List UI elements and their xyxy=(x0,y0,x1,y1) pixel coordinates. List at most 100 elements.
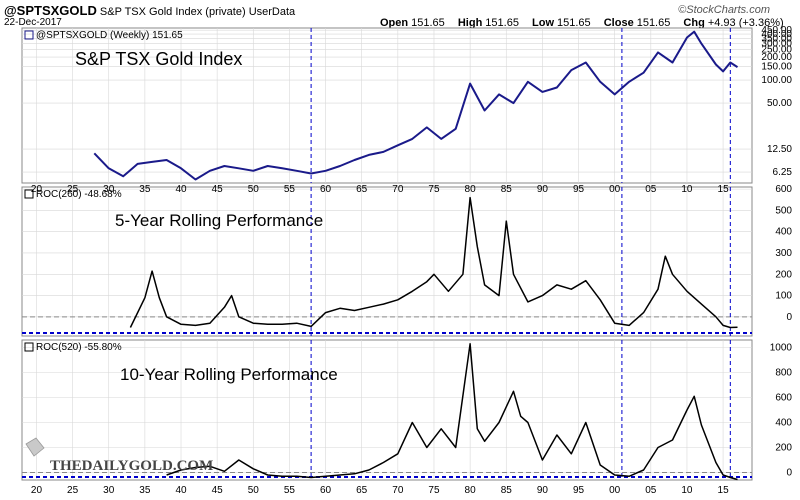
high-label: High xyxy=(457,17,483,29)
x-tick-label: 25 xyxy=(67,485,79,496)
x-tick-label: 35 xyxy=(139,184,151,195)
x-tick-label: 00 xyxy=(609,184,621,195)
x-tick-label: 30 xyxy=(103,184,115,195)
price-panel-frame xyxy=(21,27,753,184)
x-tick-label: 40 xyxy=(175,485,187,496)
x-tick-label: 10 xyxy=(681,184,693,195)
header-title: @SPTSXGOLD S&P TSX Gold Index (private) … xyxy=(4,3,295,18)
roc260-ytick-label: 500 xyxy=(775,205,792,216)
x-tick-label: 60 xyxy=(320,184,332,195)
roc520-ytick-label: 200 xyxy=(775,443,792,454)
roc260-ytick-label: 600 xyxy=(775,184,792,195)
x-tick-label: 15 xyxy=(718,485,730,496)
source: UserData xyxy=(248,6,296,18)
chg-label: Chg xyxy=(683,17,705,29)
roc260-ytick-label: 200 xyxy=(775,269,792,280)
roc260-legend-label: ROC(260) -48.68% xyxy=(36,189,122,200)
x-tick-label: 35 xyxy=(139,485,151,496)
high-value: 151.65 xyxy=(485,17,519,29)
x-tick-label: 95 xyxy=(573,184,585,195)
price-ytick-label: 6.25 xyxy=(773,167,793,178)
price-ytick-label: 400.00 xyxy=(761,29,792,40)
x-tick-label: 80 xyxy=(465,485,477,496)
ohlc-readout: Open 151.65 High 151.65 Low 151.65 Close 151… xyxy=(370,17,784,29)
price-ytick-label: 12.50 xyxy=(767,144,792,155)
gold-bar-icon xyxy=(25,437,45,457)
x-tick-label: 70 xyxy=(392,184,404,195)
brand: ©StockCharts.com xyxy=(678,4,770,16)
x-tick-label: 95 xyxy=(573,485,585,496)
roc520-series-line xyxy=(166,343,738,481)
x-tick-label: 30 xyxy=(103,485,115,496)
x-tick-label: 75 xyxy=(428,485,440,496)
roc520-ytick-label: 1000 xyxy=(770,343,793,354)
price-ytick-label: 50.00 xyxy=(767,98,792,109)
price-ytick-label: 450.00 xyxy=(761,25,792,36)
x-tick-label: 20 xyxy=(31,184,43,195)
x-tick-label: 90 xyxy=(537,485,549,496)
x-tick-label: 80 xyxy=(465,184,477,195)
roc520-ytick-label: 600 xyxy=(775,393,792,404)
roc260-ytick-label: 0 xyxy=(786,312,792,323)
x-tick-label: 50 xyxy=(248,485,260,496)
roc260-title: 5-Year Rolling Performance xyxy=(115,211,323,230)
open-value: 151.65 xyxy=(411,17,445,29)
x-tick-label: 20 xyxy=(31,485,43,496)
x-tick-label: 65 xyxy=(356,485,368,496)
symbol: @SPTSXGOLD xyxy=(4,3,97,18)
watermark-logo: THEDAILYGOLD.COM xyxy=(25,437,213,474)
price-ytick-label: 150.00 xyxy=(761,62,792,73)
watermark-text: THEDAILYGOLD.COM xyxy=(50,458,213,474)
open-label: Open xyxy=(380,17,409,29)
x-tick-label: 15 xyxy=(718,184,730,195)
chg-value: +4.93 (+3.36%) xyxy=(707,17,784,29)
price-legend-label: @SPTSXGOLD (Weekly) 151.65 xyxy=(36,30,183,41)
roc520-title: 10-Year Rolling Performance xyxy=(120,365,338,384)
x-tick-label: 60 xyxy=(320,485,332,496)
close-value: 151.65 xyxy=(636,17,671,29)
x-tick-label: 65 xyxy=(356,184,368,195)
x-tick-label: 45 xyxy=(212,485,224,496)
price-legend-swatch xyxy=(24,30,34,40)
roc260-ytick-label: 300 xyxy=(775,248,792,259)
low-value: 151.65 xyxy=(557,17,591,29)
x-tick-label: 00 xyxy=(609,485,621,496)
roc260-ytick-label: 100 xyxy=(775,291,792,302)
x-tick-label: 05 xyxy=(645,485,657,496)
close-label: Close xyxy=(603,17,634,29)
roc260-series-line xyxy=(129,196,738,329)
roc260-ytick-label: 400 xyxy=(775,227,792,238)
roc260-legend-swatch xyxy=(24,189,34,199)
description: S&P TSX Gold Index (private) xyxy=(99,6,246,18)
roc520-legend-label: ROC(520) -55.80% xyxy=(36,342,122,353)
x-tick-label: 10 xyxy=(681,485,693,496)
x-tick-label: 70 xyxy=(392,485,404,496)
roc520-ytick-label: 400 xyxy=(775,418,792,429)
roc520-ytick-label: 800 xyxy=(775,368,792,379)
price-title: S&P TSX Gold Index xyxy=(75,49,242,69)
price-ytick-label: 250.00 xyxy=(761,45,792,56)
roc520-panel-frame xyxy=(21,339,753,481)
x-tick-label: 45 xyxy=(212,184,224,195)
x-tick-label: 90 xyxy=(537,184,549,195)
x-tick-label: 85 xyxy=(501,485,513,496)
price-ytick-label: 350.00 xyxy=(761,33,792,44)
x-tick-label: 55 xyxy=(284,485,296,496)
roc260-panel-frame xyxy=(21,186,753,337)
x-tick-label: 55 xyxy=(284,184,296,195)
x-tick-label: 05 xyxy=(645,184,657,195)
low-label: Low xyxy=(532,17,555,29)
x-tick-label: 50 xyxy=(248,184,260,195)
x-tick-label: 40 xyxy=(175,184,187,195)
date: 22-Dec-2017 xyxy=(4,17,62,28)
roc520-ytick-label: 0 xyxy=(786,468,792,479)
price-series-line xyxy=(93,30,739,181)
x-tick-label: 85 xyxy=(501,184,513,195)
roc520-legend-swatch xyxy=(24,342,34,352)
price-ytick-label: 200.00 xyxy=(761,52,792,63)
price-ytick-label: 300.00 xyxy=(761,39,792,50)
price-ytick-label: 100.00 xyxy=(761,75,792,86)
x-tick-label: 75 xyxy=(428,184,440,195)
x-tick-label: 25 xyxy=(67,184,79,195)
